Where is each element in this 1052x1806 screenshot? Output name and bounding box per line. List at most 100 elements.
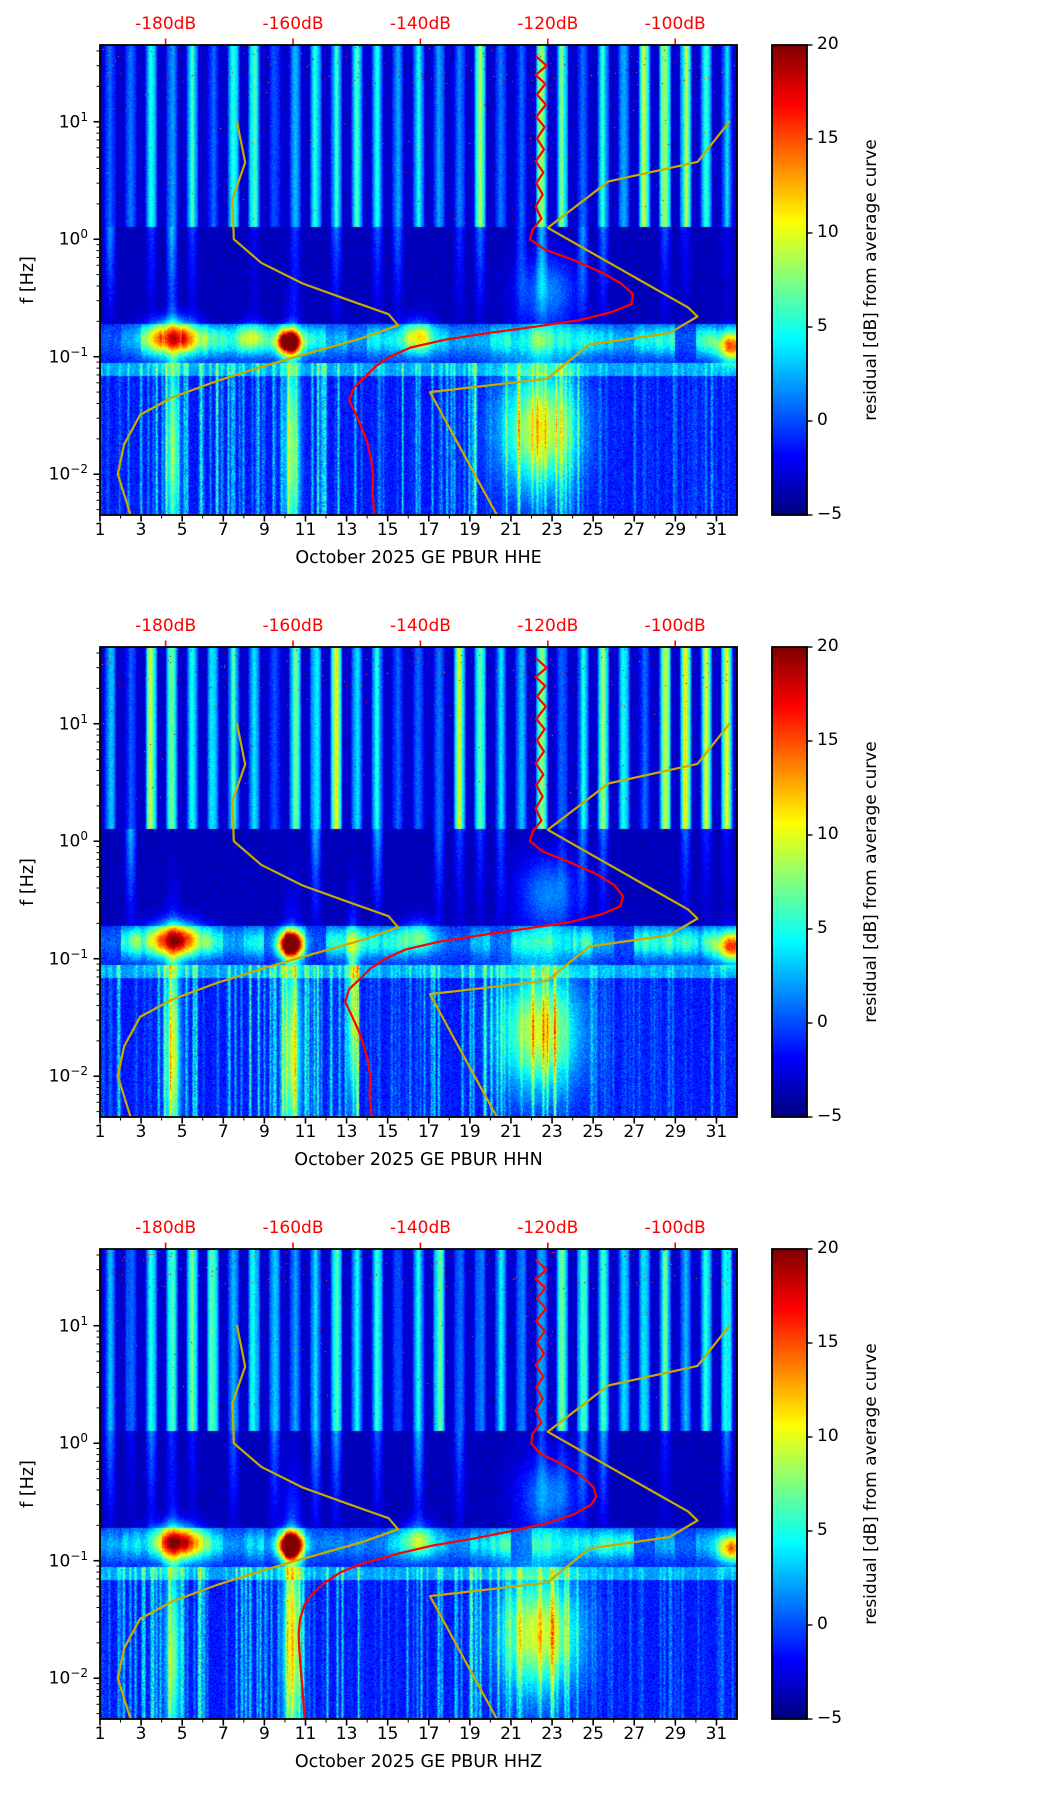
colorbar-tick-label: 5 — [817, 918, 828, 938]
x-tick-label: 13 — [335, 1122, 358, 1142]
spectrogram-panel-hhn: October 2025 GE PBUR HHN f [Hz] residual… — [0, 602, 1052, 1204]
x-tick-label: 1 — [94, 520, 106, 540]
x-tick-label: 5 — [176, 520, 188, 540]
colorbar-tick-label: 5 — [817, 1520, 828, 1540]
x-tick-label: 23 — [541, 1724, 563, 1744]
x-tick-label: 29 — [664, 520, 687, 540]
top-axis-tick-label: -100dB — [644, 616, 706, 636]
x-tick-label: 9 — [258, 1122, 270, 1142]
x-axis-label: October 2025 GE PBUR HHN — [294, 1150, 543, 1170]
x-tick-label: 21 — [500, 1122, 522, 1142]
x-tick-label: 31 — [705, 1724, 728, 1744]
y-tick-label: 100 — [58, 829, 88, 852]
colorbar — [772, 45, 807, 515]
x-tick-label: 7 — [217, 520, 229, 540]
x-tick-label: 3 — [135, 520, 147, 540]
x-tick-label: 1 — [94, 1724, 106, 1744]
x-tick-label: 15 — [376, 1122, 399, 1142]
colorbar-tick-label: 0 — [817, 1012, 828, 1032]
colorbar-ticks — [807, 646, 813, 1118]
x-tick-label: 19 — [459, 520, 481, 540]
x-tick-label: 25 — [582, 1724, 604, 1744]
colorbar — [772, 647, 807, 1117]
x-tick-label: 11 — [294, 1122, 317, 1142]
x-tick-label: 13 — [335, 1724, 358, 1744]
colorbar-ticks — [807, 1248, 813, 1720]
spectrogram-panel-hhe: October 2025 GE PBUR HHE f [Hz] residual… — [0, 0, 1052, 602]
x-tick-label: 29 — [664, 1122, 687, 1142]
y-tick-label: 10−1 — [48, 344, 88, 368]
x-tick-label: 17 — [417, 520, 440, 540]
top-axis-tick-label: -120dB — [517, 14, 579, 34]
colorbar-tick-label: 0 — [817, 410, 828, 430]
colorbar-tick-label: 20 — [817, 1238, 839, 1258]
colorbar-ticks — [807, 44, 813, 516]
top-axis-tick-label: -180dB — [135, 1218, 197, 1238]
x-tick-label: 23 — [541, 520, 563, 540]
colorbar-tick-label: −5 — [817, 504, 843, 524]
x-axis-label: October 2025 GE PBUR HHE — [295, 548, 542, 568]
colorbar-tick-label: 20 — [817, 34, 839, 54]
y-tick-label: 10−1 — [48, 1548, 88, 1572]
y-axis-label: f [Hz] — [18, 858, 38, 906]
top-axis-tick-label: -180dB — [135, 616, 197, 636]
x-tick-label: 21 — [500, 520, 522, 540]
y-tick-label: 101 — [58, 711, 88, 735]
colorbar-tick-label: 20 — [817, 636, 839, 656]
x-tick-label: 15 — [376, 1724, 399, 1744]
spectrogram-panel-hhz: October 2025 GE PBUR HHZ f [Hz] residual… — [0, 1204, 1052, 1806]
x-tick-label: 7 — [217, 1724, 229, 1744]
x-tick-label: 11 — [294, 520, 317, 540]
x-tick-label: 21 — [500, 1724, 522, 1744]
colorbar-tick-label: 15 — [817, 128, 839, 148]
x-tick-label: 17 — [417, 1122, 440, 1142]
x-tick-label: 25 — [582, 1122, 604, 1142]
x-tick-label: 13 — [335, 520, 358, 540]
top-axis-tick-label: -180dB — [135, 14, 197, 34]
x-tick-label: 27 — [623, 520, 646, 540]
x-tick-label: 31 — [705, 1122, 728, 1142]
top-axis-tick-label: -160dB — [262, 14, 324, 34]
x-tick-label: 17 — [417, 1724, 440, 1744]
y-tick-label: 10−2 — [48, 462, 88, 485]
y-tick-label: 10−2 — [48, 1666, 88, 1689]
x-tick-label: 3 — [135, 1122, 147, 1142]
x-tick-label: 7 — [217, 1122, 229, 1142]
x-tick-label: 5 — [176, 1122, 188, 1142]
colorbar-tick-label: −5 — [817, 1106, 843, 1126]
x-tick-label: 27 — [623, 1122, 646, 1142]
spectrogram-image — [100, 647, 737, 1117]
top-axis-tick-label: -140dB — [389, 616, 451, 636]
y-tick-label: 10−1 — [48, 946, 88, 970]
colorbar-tick-label: −5 — [817, 1708, 843, 1728]
x-tick-label: 15 — [376, 520, 399, 540]
spectrogram-image — [100, 45, 737, 515]
x-tick-label: 27 — [623, 1724, 646, 1744]
colorbar-tick-label: 0 — [817, 1614, 828, 1634]
y-axis-label: f [Hz] — [18, 1460, 38, 1508]
top-axis-tick-label: -120dB — [517, 616, 579, 636]
x-axis-label: October 2025 GE PBUR HHZ — [294, 1752, 543, 1772]
top-axis-tick-label: -100dB — [644, 14, 706, 34]
y-tick-label: 100 — [58, 227, 88, 250]
colorbar-tick-label: 15 — [817, 730, 839, 750]
spectrogram-image — [100, 1249, 737, 1719]
top-axis-tick-label: -140dB — [389, 14, 451, 34]
x-tick-label: 1 — [94, 1122, 106, 1142]
colorbar-tick-label: 10 — [817, 824, 839, 844]
top-axis-tick-label: -160dB — [262, 616, 324, 636]
colorbar-tick-label: 5 — [817, 316, 828, 336]
colorbar — [772, 1249, 807, 1719]
colorbar-tick-label: 15 — [817, 1332, 839, 1352]
x-tick-label: 29 — [664, 1724, 687, 1744]
x-tick-label: 11 — [294, 1724, 317, 1744]
y-tick-label: 10−2 — [48, 1064, 88, 1087]
x-tick-label: 9 — [258, 520, 270, 540]
y-tick-label: 101 — [58, 1313, 88, 1337]
x-tick-label: 3 — [135, 1724, 147, 1744]
top-axis-tick-label: -140dB — [389, 1218, 451, 1238]
y-tick-label: 101 — [58, 109, 88, 133]
y-axis-label: f [Hz] — [18, 256, 38, 304]
top-axis-tick-label: -160dB — [262, 1218, 324, 1238]
